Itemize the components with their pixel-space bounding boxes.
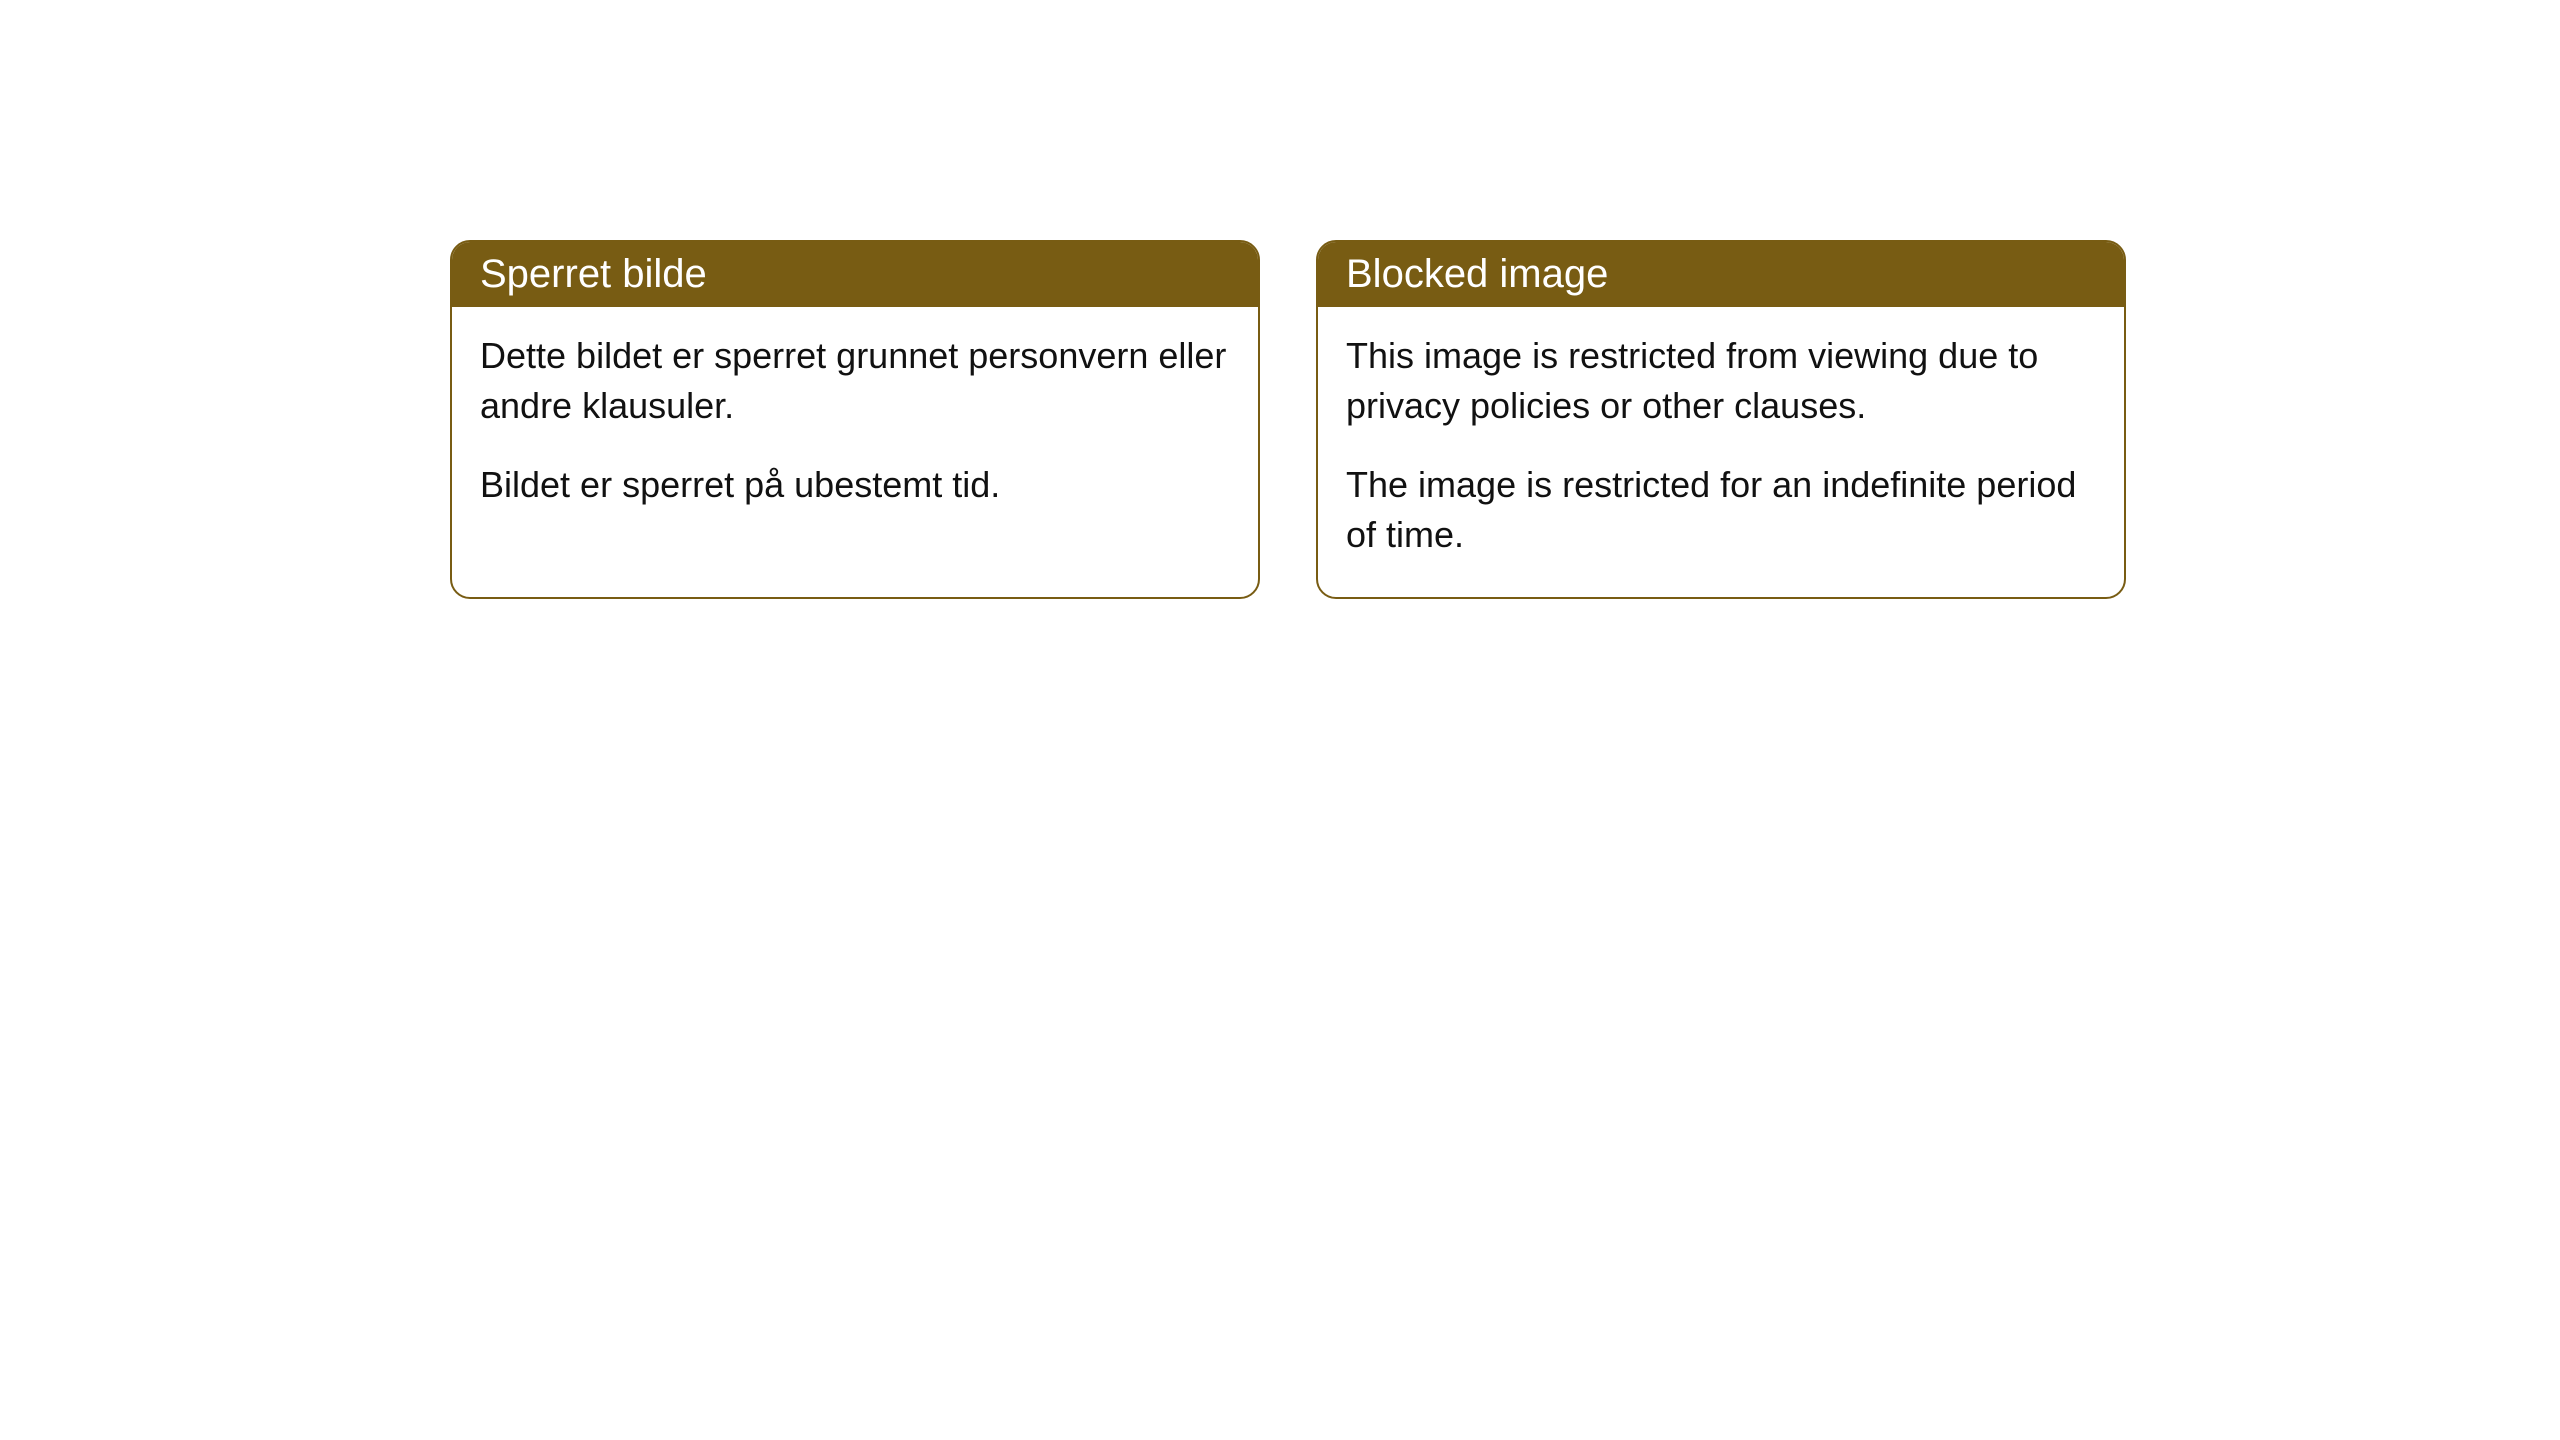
notice-card-english: Blocked image This image is restricted f… xyxy=(1316,240,2126,599)
notice-text-para1: Dette bildet er sperret grunnet personve… xyxy=(480,331,1230,432)
notice-text-para2: Bildet er sperret på ubestemt tid. xyxy=(480,460,1230,510)
notice-body: This image is restricted from viewing du… xyxy=(1318,307,2124,597)
notice-text-para2: The image is restricted for an indefinit… xyxy=(1346,460,2096,561)
notice-header: Sperret bilde xyxy=(452,242,1258,307)
notice-body: Dette bildet er sperret grunnet personve… xyxy=(452,307,1258,546)
notice-text-para1: This image is restricted from viewing du… xyxy=(1346,331,2096,432)
notice-container: Sperret bilde Dette bildet er sperret gr… xyxy=(450,240,2126,599)
notice-card-norwegian: Sperret bilde Dette bildet er sperret gr… xyxy=(450,240,1260,599)
notice-header: Blocked image xyxy=(1318,242,2124,307)
